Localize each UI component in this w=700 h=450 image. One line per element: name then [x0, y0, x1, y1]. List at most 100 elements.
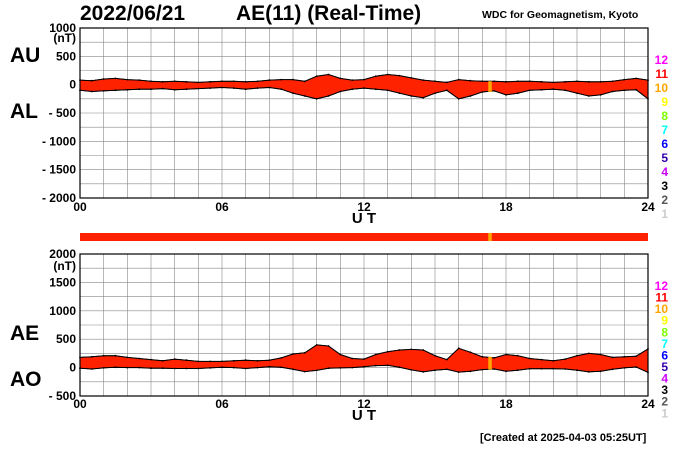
data-point-ao: [232, 366, 235, 369]
data-point-al: [528, 89, 531, 92]
data-point-al: [363, 87, 365, 89]
data-point-au: [528, 80, 531, 83]
data-point-au: [126, 78, 129, 81]
data-point-ae: [505, 353, 507, 356]
data-point-au: [232, 80, 235, 83]
data-point-al: [339, 90, 342, 93]
data-point-al: [493, 90, 496, 92]
data-point-au: [540, 80, 543, 83]
data-point-al: [635, 88, 638, 91]
data-point-ao: [493, 368, 496, 370]
x-tick-label: 18: [499, 397, 513, 411]
data-point-al: [505, 94, 507, 96]
data-point-ao: [256, 366, 259, 369]
data-point-ao: [410, 369, 413, 371]
data-point-ae: [102, 354, 105, 357]
station-count-label: 6: [661, 137, 668, 151]
data-point-al: [481, 91, 484, 93]
x-axis-label: U T: [352, 210, 376, 227]
data-point-ao: [576, 369, 578, 372]
station-count-label: 12: [655, 53, 669, 67]
data-point-ae: [126, 356, 129, 359]
data-point-ae: [481, 355, 484, 358]
data-point-ao: [434, 369, 436, 372]
y-tick-label: - 500: [49, 389, 77, 403]
data-point-au: [209, 80, 212, 83]
data-point-ao: [161, 367, 164, 370]
data-point-ae: [434, 354, 436, 357]
station-count-label: 11: [655, 67, 668, 81]
data-point-ae: [303, 351, 306, 354]
data-point-au: [564, 80, 567, 83]
data-point-ae: [173, 358, 176, 360]
data-point-al: [303, 95, 306, 97]
data-point-ae: [150, 358, 152, 361]
data-point-al: [540, 88, 543, 91]
station-count-label: 2: [661, 395, 668, 409]
station-count-label: 5: [661, 360, 668, 374]
data-point-ao: [516, 369, 519, 372]
data-point-al: [516, 92, 519, 95]
data-point-au: [351, 79, 354, 81]
data-point-al: [552, 88, 555, 91]
x-tick-label: 06: [215, 200, 229, 214]
data-point-ae: [386, 350, 389, 353]
y-tick-label: - 1000: [42, 134, 76, 148]
data-point-al: [173, 88, 176, 91]
data-point-ao: [587, 371, 590, 373]
data-point-ae: [339, 353, 342, 356]
source-label: WDC for Geomagnetism, Kyoto: [482, 9, 639, 21]
data-point-ao: [564, 368, 567, 370]
data-point-ae: [138, 357, 141, 360]
data-point-au: [268, 79, 271, 81]
data-point-ao: [280, 366, 283, 369]
data-point-ao: [386, 364, 389, 367]
data-point-ao: [611, 368, 614, 371]
data-point-al: [623, 89, 626, 92]
station-count-label: 3: [661, 179, 668, 193]
data-point-ao: [197, 367, 200, 370]
created-timestamp: [Created at 2025-04-03 05:25UT]: [480, 432, 647, 444]
y-tick-label: - 2000: [42, 191, 76, 205]
data-point-au: [173, 80, 176, 83]
data-point-au: [611, 80, 614, 83]
x-tick-label: 12: [357, 397, 371, 411]
data-status-highlight: [488, 233, 492, 241]
station-count-label: 7: [661, 337, 668, 351]
y-tick-label: - 1500: [42, 163, 76, 177]
data-point-au: [161, 80, 164, 83]
x-tick-label: 00: [73, 397, 87, 411]
data-point-ae: [280, 357, 283, 359]
data-point-al: [422, 96, 425, 99]
data-point-au: [197, 81, 200, 84]
data-point-ae: [268, 359, 271, 362]
data-point-ao: [457, 371, 460, 373]
station-count-label: 1: [661, 406, 668, 420]
y-tick-label: 2000: [49, 247, 76, 261]
data-point-ao: [173, 367, 176, 370]
data-point-ae: [185, 359, 188, 362]
station-count-label: 1: [661, 207, 668, 221]
data-point-al: [410, 95, 413, 97]
data-point-al: [292, 92, 294, 95]
y-tick-label: 0: [69, 78, 76, 92]
data-point-au: [516, 80, 519, 83]
station-count-label: 9: [661, 314, 668, 328]
data-point-ae: [564, 358, 567, 360]
data-point-al: [161, 87, 164, 90]
data-point-ao: [481, 368, 484, 371]
data-point-ae: [256, 359, 259, 362]
station-count-label: 7: [661, 123, 668, 137]
data-point-ae: [635, 355, 638, 358]
data-point-au: [327, 73, 330, 76]
plot-frame: [79, 27, 649, 199]
series-label-au: AU: [10, 44, 40, 67]
data-point-ae: [90, 355, 93, 358]
data-point-ao: [268, 365, 271, 368]
data-point-ao: [528, 367, 531, 370]
station-count-label: 3: [661, 383, 668, 397]
data-point-al: [185, 88, 188, 91]
data-point-au: [493, 80, 496, 83]
data-point-ae: [469, 351, 472, 354]
